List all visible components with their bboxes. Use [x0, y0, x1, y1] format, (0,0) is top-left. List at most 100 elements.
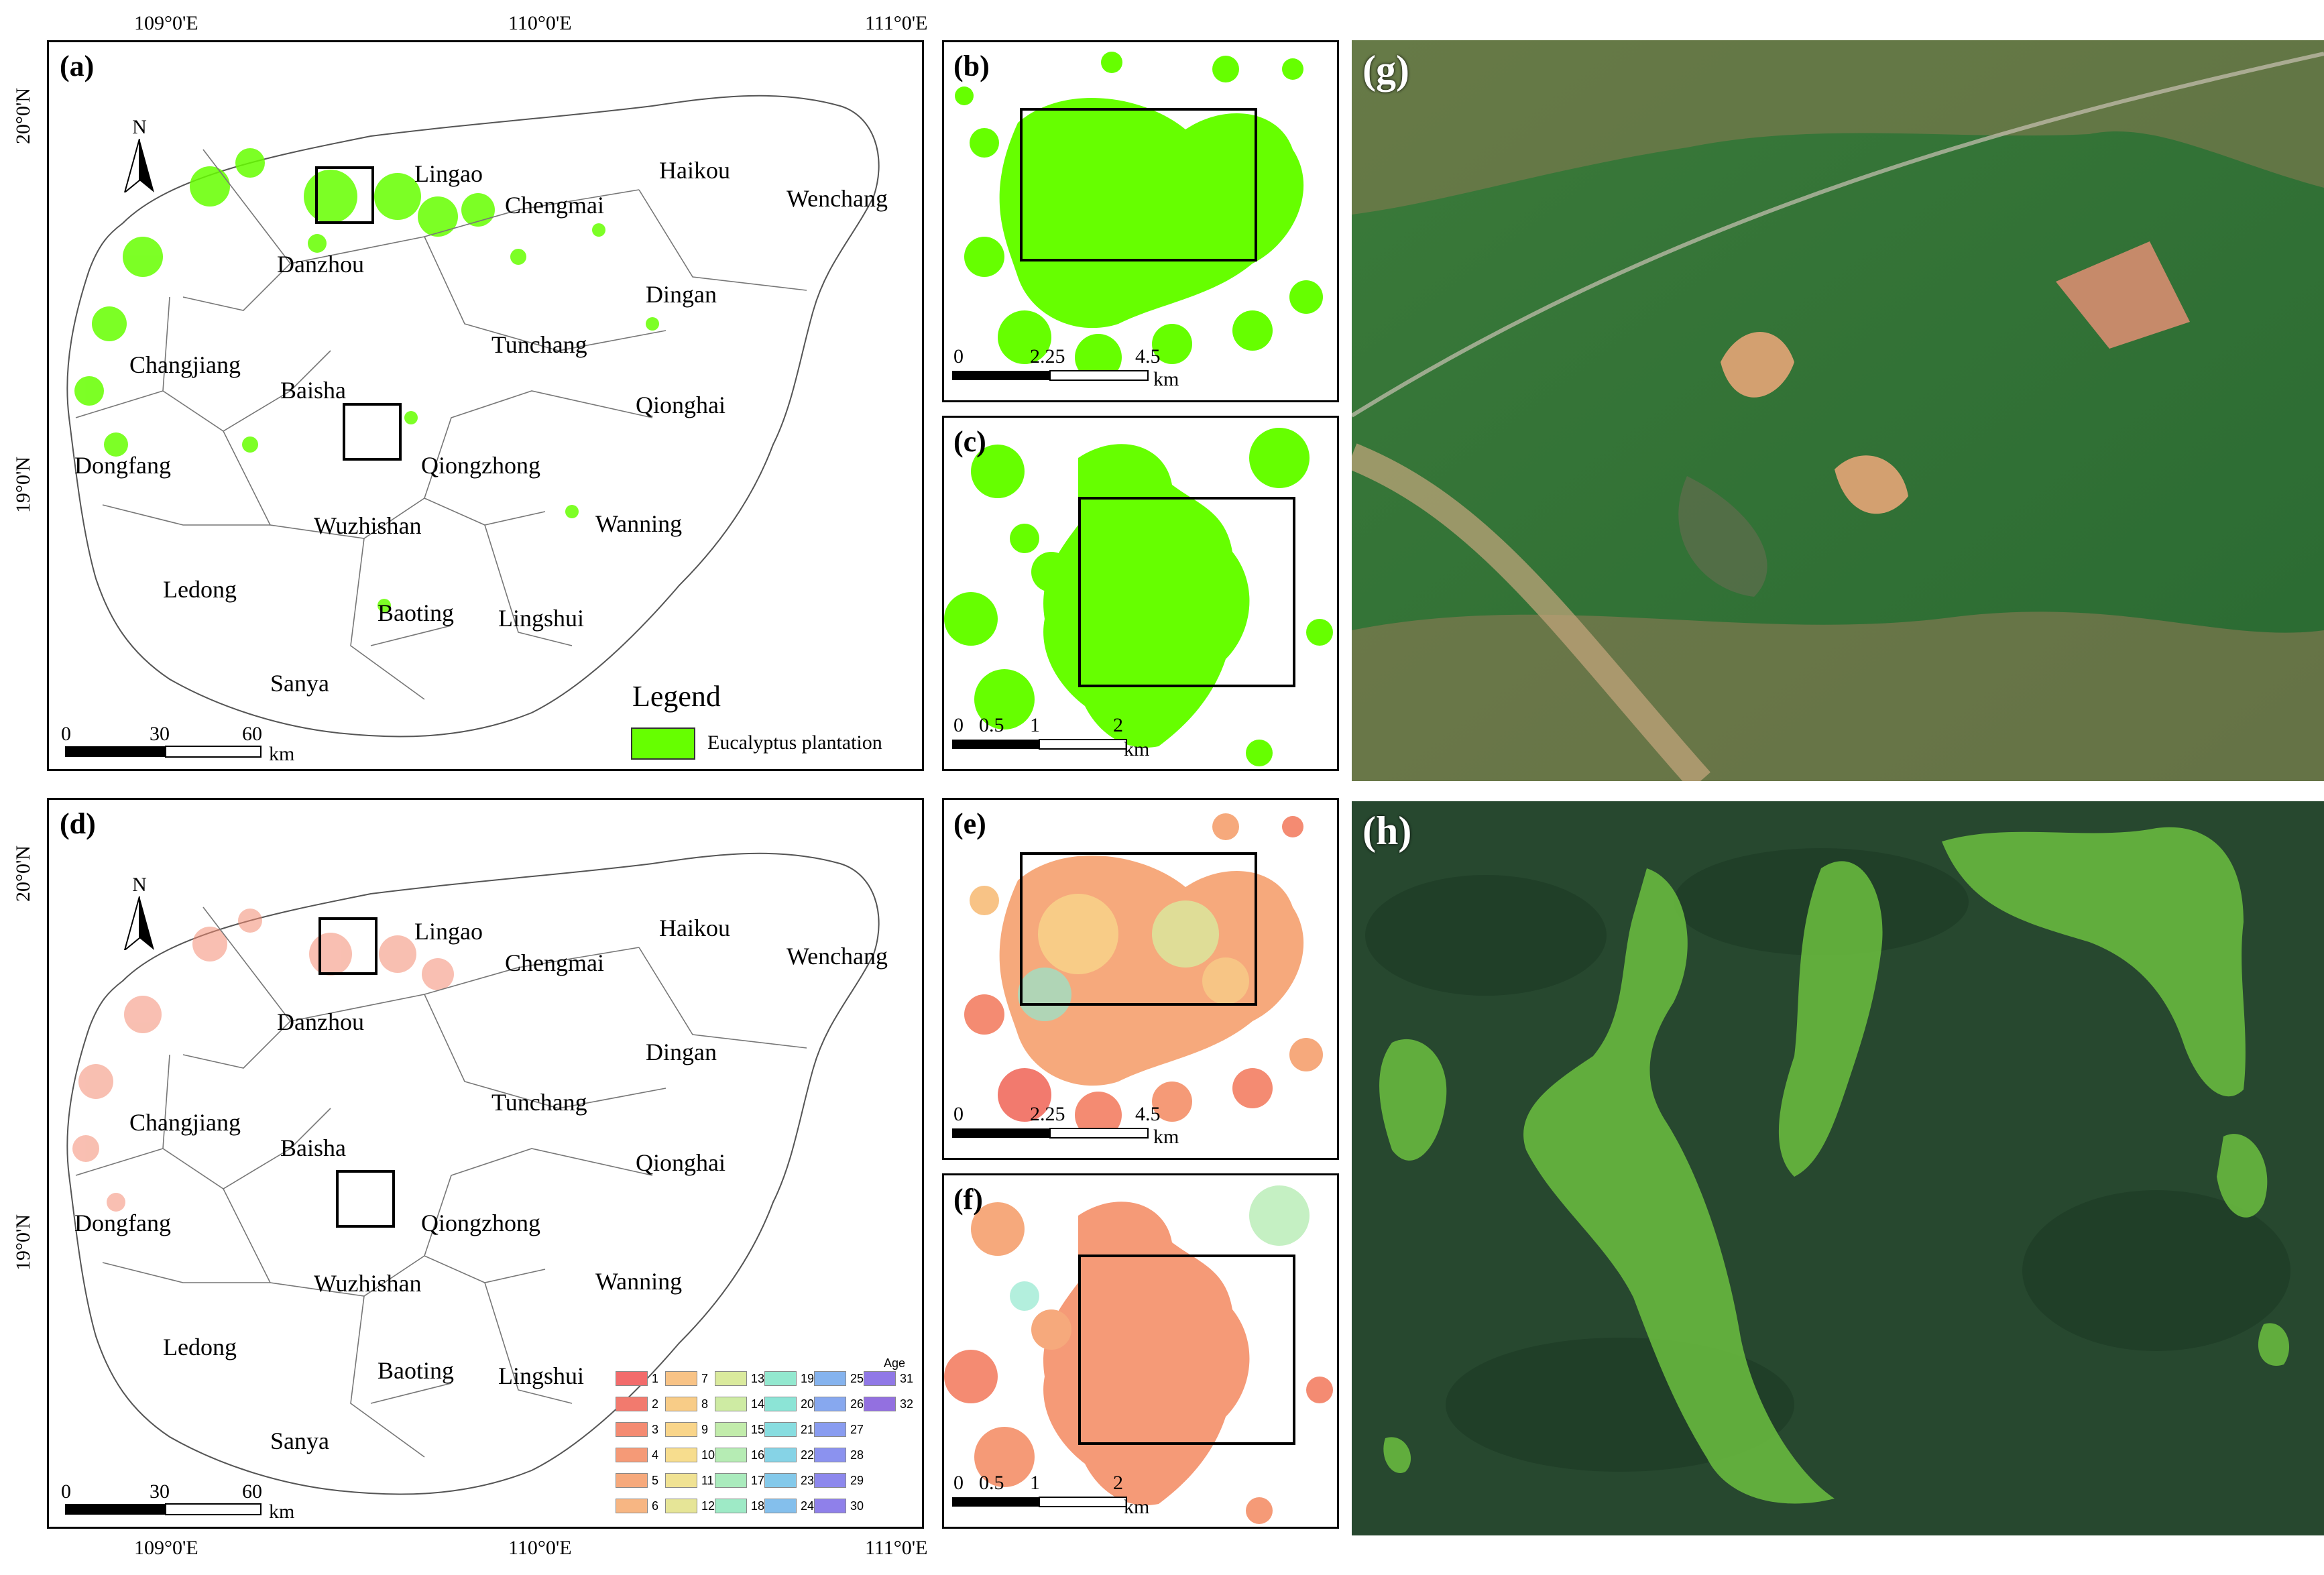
age-swatch — [864, 1397, 896, 1411]
age-swatch — [764, 1422, 797, 1437]
age-value: 15 — [751, 1422, 765, 1436]
age-swatch — [764, 1448, 797, 1462]
age-legend-item: 19 — [764, 1371, 814, 1386]
lon-top-111: 111°0'E — [865, 12, 928, 34]
map-panel-a: (a) N Lingao Haikou Chengmai Wenchang Da… — [47, 40, 924, 771]
age-value: 1 — [652, 1371, 659, 1385]
age-swatch — [665, 1397, 697, 1411]
age-legend-item: 20 — [764, 1397, 814, 1411]
scalebar-a-30: 30 — [150, 723, 170, 745]
scalebar-a-0: 0 — [61, 723, 71, 745]
scalebar-d — [65, 1503, 262, 1515]
map-panel-f: (f) 0 0.5 1 2 km — [942, 1173, 1339, 1529]
age-swatch — [616, 1473, 648, 1488]
lon-top-109: 109°0'E — [134, 12, 198, 34]
place-haikou-d: Haikou — [659, 915, 730, 941]
panel-label-e: (e) — [953, 807, 986, 840]
age-swatch — [665, 1499, 697, 1513]
age-value: 8 — [701, 1397, 709, 1411]
lon-bottom-110: 110°0'E — [508, 1537, 572, 1559]
age-value: 5 — [652, 1473, 659, 1487]
scalebar-e-225: 2.25 — [1030, 1103, 1065, 1125]
scalebar-f-0: 0 — [953, 1472, 964, 1494]
inset-box-f — [336, 1170, 395, 1228]
place-dingan-d: Dingan — [646, 1039, 717, 1065]
age-legend: Age 1 2 3 4 5 6 7 8 9 10 11 12 13 14 15 16 17 18 19 20 21 22 2… — [616, 1356, 913, 1524]
age-swatch — [715, 1422, 747, 1437]
age-swatch — [764, 1499, 797, 1513]
age-swatch — [665, 1473, 697, 1488]
satellite-h-image — [1352, 801, 2324, 1535]
panel-label-b: (b) — [953, 50, 990, 82]
scalebar-d-60: 60 — [242, 1480, 262, 1503]
place-wenchang-d: Wenchang — [787, 943, 888, 970]
place-wenchang: Wenchang — [787, 185, 888, 212]
place-dingan: Dingan — [646, 281, 717, 308]
age-value: 13 — [751, 1371, 765, 1385]
scalebar-f-1: 1 — [1030, 1472, 1040, 1494]
age-legend-title: Age — [884, 1356, 906, 1370]
age-swatch — [616, 1422, 648, 1437]
age-value: 19 — [801, 1371, 815, 1385]
place-lingshui: Lingshui — [498, 605, 585, 632]
age-value: 9 — [701, 1422, 709, 1436]
scalebar-b-225: 2.25 — [1030, 345, 1065, 367]
satellite-panel-h: (h) — [1352, 801, 2324, 1535]
age-value: 24 — [801, 1499, 815, 1513]
age-legend-item: 1 — [616, 1371, 658, 1386]
age-value: 4 — [652, 1448, 659, 1462]
age-swatch — [616, 1371, 648, 1386]
age-value: 11 — [701, 1473, 714, 1487]
age-value: 14 — [751, 1397, 765, 1411]
age-value: 26 — [850, 1397, 864, 1411]
north-label: N — [132, 116, 147, 138]
age-swatch — [715, 1473, 747, 1488]
age-value: 10 — [701, 1448, 715, 1462]
place-qionghai-d: Qionghai — [636, 1149, 725, 1176]
age-legend-item: 9 — [665, 1422, 708, 1437]
age-legend-item: 14 — [715, 1397, 764, 1411]
north-arrow-icon — [123, 138, 154, 194]
map-panel-e: (e) 0 2.25 4.5 km — [942, 798, 1339, 1160]
place-baisha-d: Baisha — [280, 1134, 346, 1161]
scalebar-a-unit: km — [269, 743, 295, 765]
age-swatch — [814, 1397, 846, 1411]
place-danzhou: Danzhou — [277, 251, 364, 278]
age-legend-item: 21 — [764, 1422, 814, 1437]
hainan-map-age — [66, 852, 880, 1495]
panel-label-h: (h) — [1362, 809, 1412, 853]
age-legend-item: 22 — [764, 1448, 814, 1462]
place-wanning: Wanning — [595, 510, 683, 537]
age-legend-item: 25 — [814, 1371, 864, 1386]
age-swatch — [665, 1371, 697, 1386]
age-value: 25 — [850, 1371, 864, 1385]
age-swatch — [814, 1448, 846, 1462]
age-value: 29 — [850, 1473, 864, 1487]
scalebar-c-1: 1 — [1030, 714, 1040, 736]
age-legend-item: 17 — [715, 1473, 764, 1488]
place-changjiang-d: Changjiang — [129, 1109, 241, 1136]
age-legend-item: 31 — [864, 1371, 913, 1386]
inset-box-c — [343, 403, 402, 461]
panel-label-d: (d) — [60, 807, 96, 840]
lon-top-110: 110°0'E — [508, 12, 572, 34]
place-dongfang: Dongfang — [74, 452, 171, 479]
lon-bottom-109: 109°0'E — [134, 1537, 198, 1559]
place-qiongzhong: Qiongzhong — [421, 452, 540, 479]
place-lingao: Lingao — [414, 160, 483, 187]
scalebar-c-05: 0.5 — [979, 714, 1004, 736]
age-value: 7 — [701, 1371, 709, 1385]
place-baoting-d: Baoting — [377, 1357, 454, 1384]
age-swatch — [764, 1397, 797, 1411]
age-swatch — [616, 1397, 648, 1411]
place-tunchang-d: Tunchang — [491, 1089, 587, 1116]
place-lingao-d: Lingao — [414, 918, 483, 945]
legend-label: Eucalyptus plantation — [707, 732, 882, 754]
age-value: 28 — [850, 1448, 864, 1462]
map-panel-d: (d) N Lingao Haikou Chengmai Wenchang Da… — [47, 798, 924, 1529]
map-panel-c: (c) 0 0.5 1 2 km — [942, 416, 1339, 771]
age-swatch — [715, 1448, 747, 1462]
place-ledong: Ledong — [163, 576, 237, 603]
scalebar-e-0: 0 — [953, 1103, 964, 1125]
inset-box-e — [318, 917, 377, 975]
